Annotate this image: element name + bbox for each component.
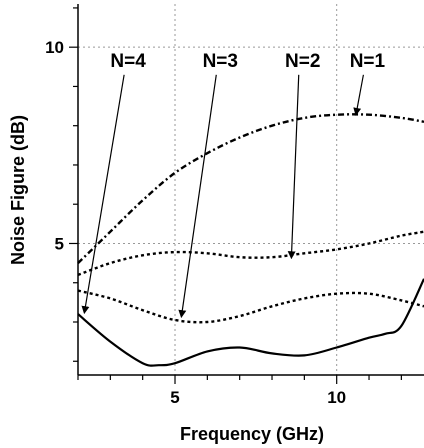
annotations: N=4 N=3 N=2 N=1 <box>81 51 386 319</box>
series-line-n3 <box>77 289 424 324</box>
data-series <box>77 113 424 367</box>
x-axis-label: Frequency (GHz) <box>180 424 324 444</box>
series-line-n4 <box>77 278 424 367</box>
y-tick-label: 5 <box>55 234 64 253</box>
grid-lines <box>78 4 424 375</box>
x-tick-label: 5 <box>170 388 179 407</box>
arrow-n2 <box>287 74 300 260</box>
y-axis-label: Noise Figure (dB) <box>8 115 28 265</box>
arrow-n3 <box>178 74 217 319</box>
y-tick-label: 10 <box>45 38 64 57</box>
arrow-n1 <box>353 74 365 116</box>
series-label-n1: N=1 <box>350 51 386 72</box>
arrow-n4 <box>81 74 125 315</box>
series-line-n2 <box>77 230 424 277</box>
x-tick-label: 10 <box>327 388 346 407</box>
series-line-n1 <box>77 113 424 264</box>
series-label-n3: N=3 <box>203 51 238 72</box>
series-label-n4: N=4 <box>110 51 146 72</box>
series-label-n2: N=2 <box>285 51 320 72</box>
axes: 5 10 5 10 <box>45 4 424 407</box>
